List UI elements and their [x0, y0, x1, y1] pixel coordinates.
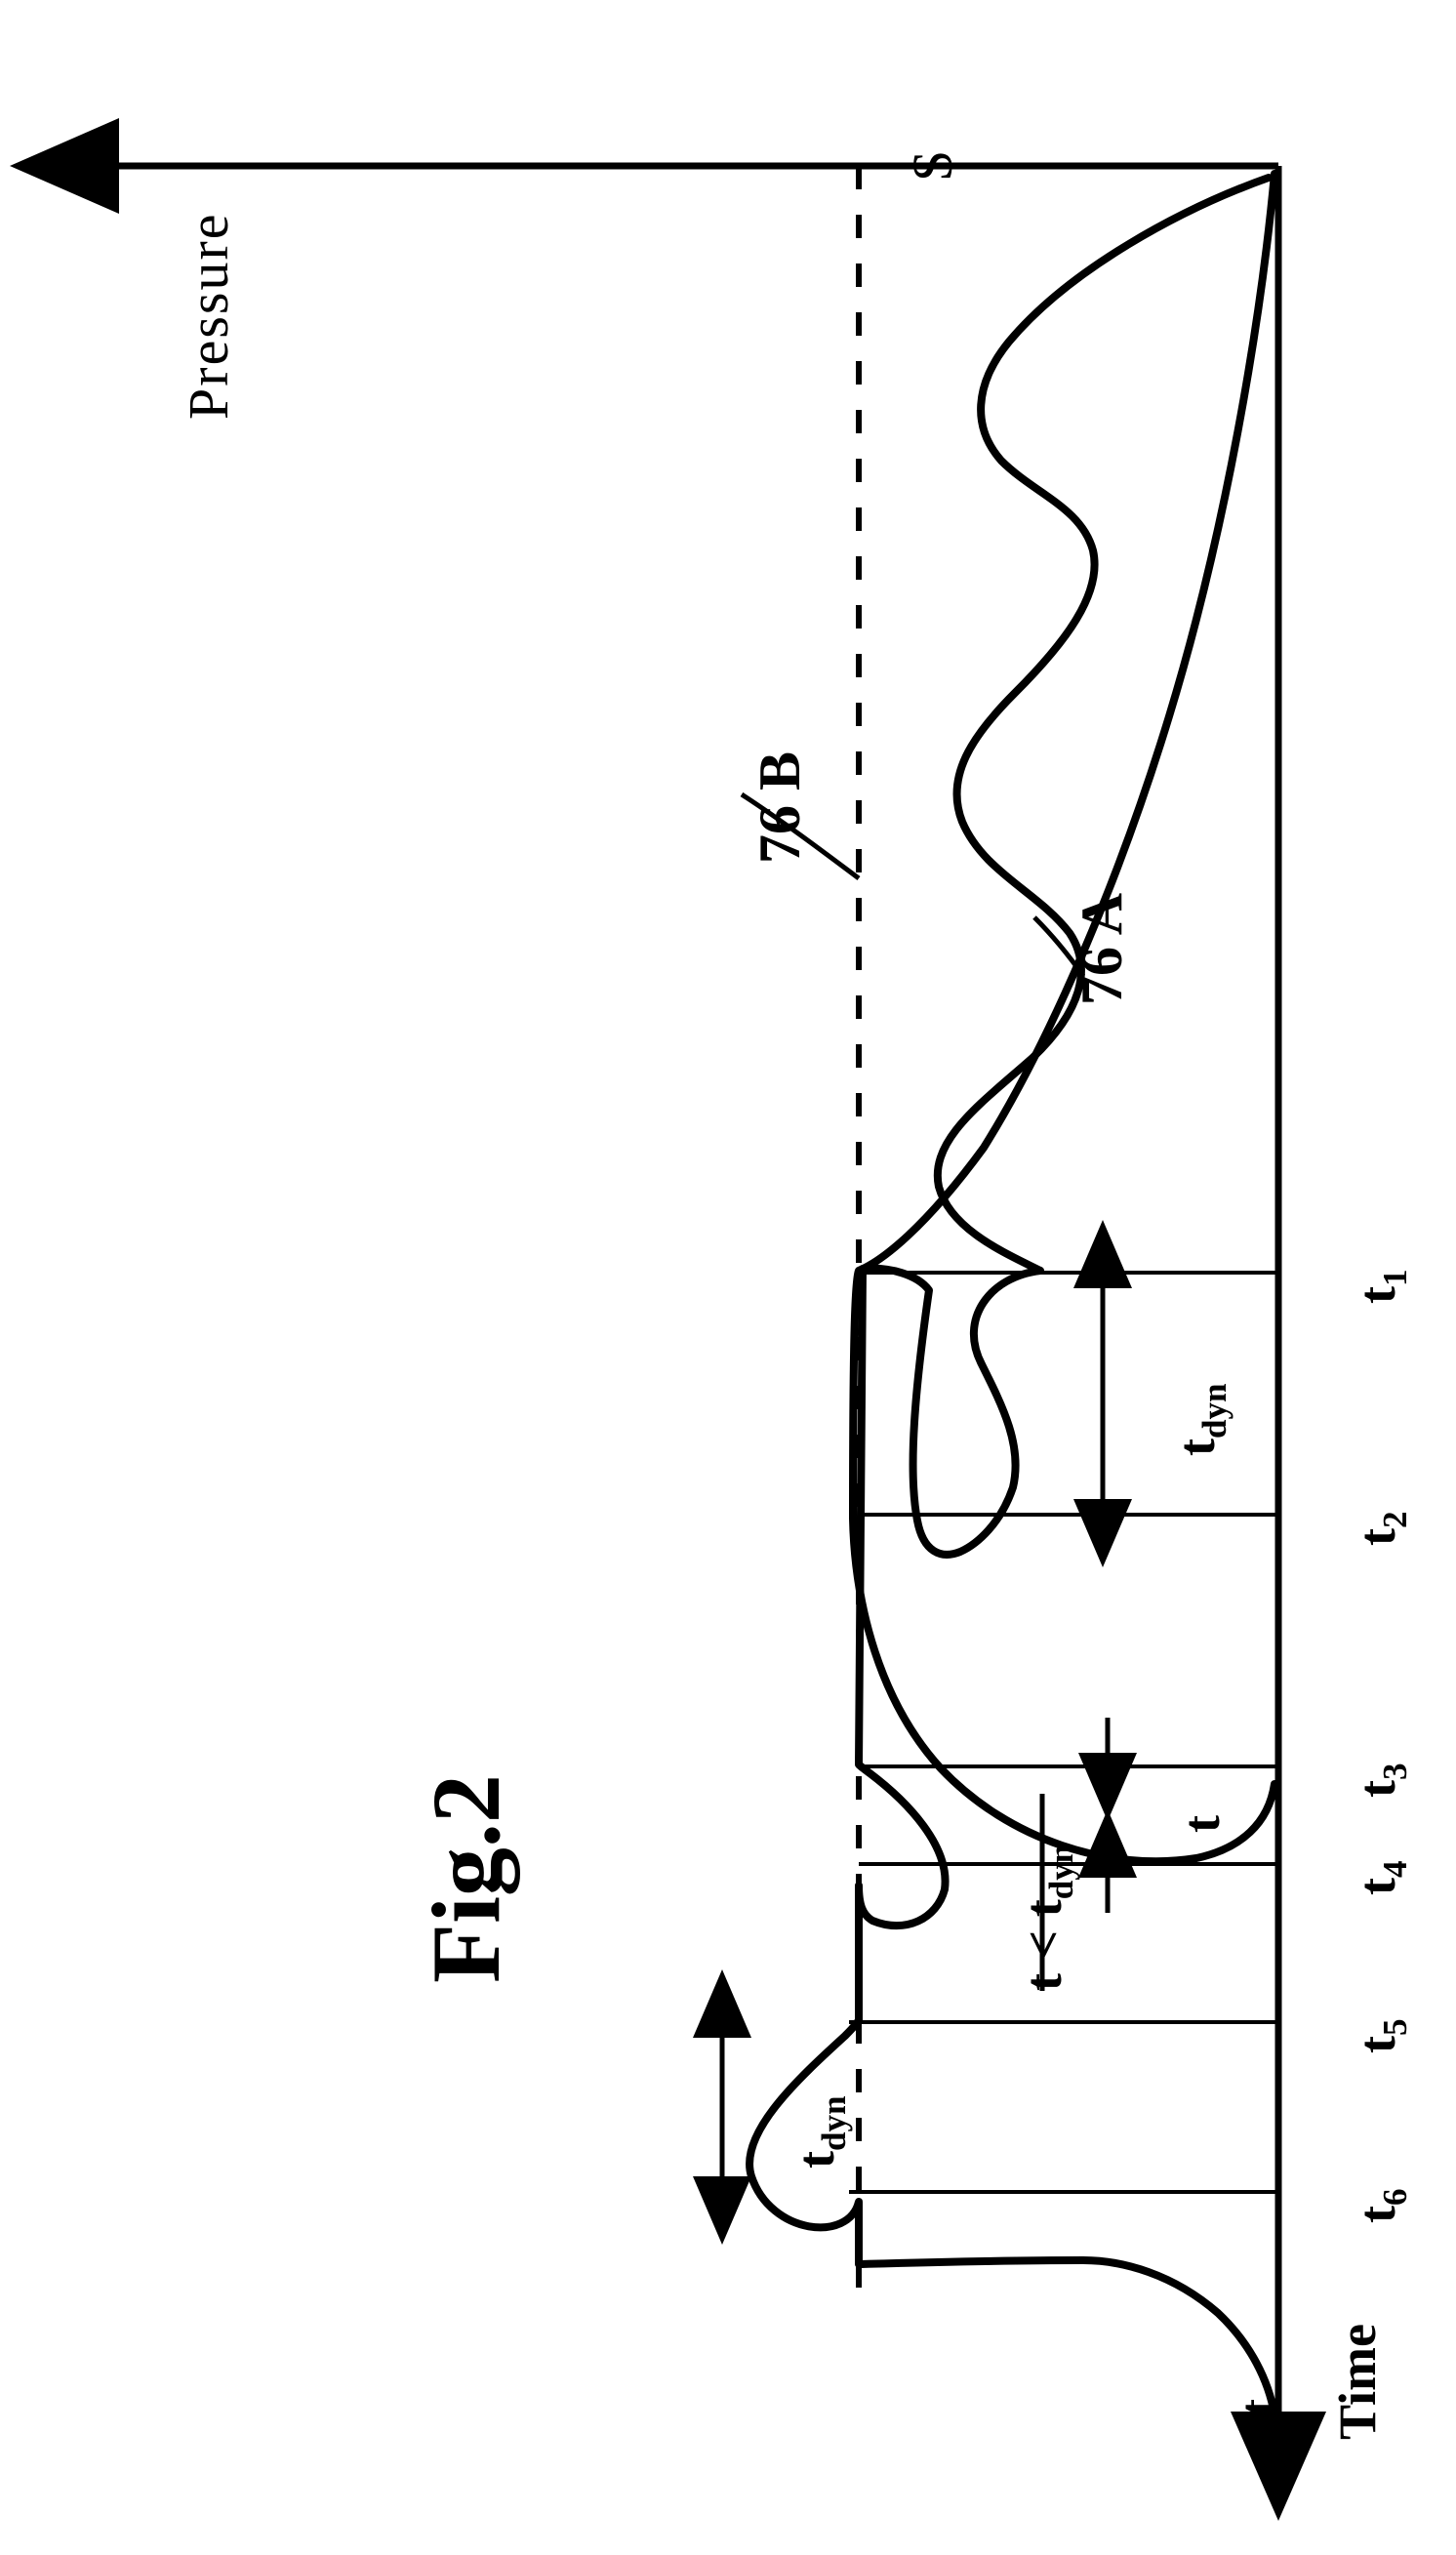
ann-tdyn-2: tdyn: [786, 2095, 854, 2169]
ann-tdyn-1: tdyn: [1166, 1383, 1234, 1456]
x-axis-end-symbol: t: [1228, 2399, 1288, 2416]
tick-label-t6: t6: [1347, 2188, 1415, 2223]
tick-label-t2: t2: [1347, 1511, 1415, 1546]
curve-76b-label: 76 B: [747, 751, 814, 864]
ann-t: t: [1171, 1815, 1232, 1833]
tick-label-t3: t3: [1347, 1763, 1415, 1798]
tick-label-t1: t1: [1347, 1269, 1415, 1304]
tick-label-t5: t5: [1347, 2018, 1415, 2053]
curve-76a-label: 76 A: [1069, 893, 1136, 1005]
x-axis-label: Time: [1327, 2324, 1388, 2440]
ann-cond: t < tdyn: [1013, 1845, 1081, 1991]
figure-page: { "figure": { "caption": "Fig.2", "axes"…: [0, 0, 1456, 2555]
y-axis-label: Pressure: [176, 212, 241, 420]
threshold-label: S: [900, 150, 965, 182]
curve-76b-rise: [938, 178, 1269, 1271]
tick-label-t4: t4: [1347, 1860, 1415, 1895]
figure-caption: Fig.2: [410, 1774, 522, 1983]
